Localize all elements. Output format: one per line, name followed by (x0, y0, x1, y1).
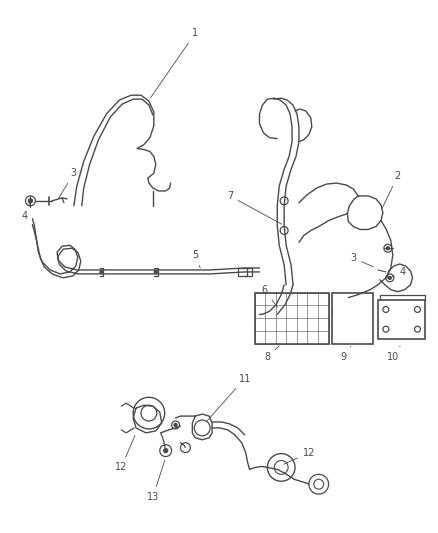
Text: 13: 13 (147, 460, 165, 502)
Circle shape (389, 277, 391, 279)
Text: 12: 12 (115, 435, 135, 472)
Text: 4: 4 (392, 267, 406, 277)
Text: 3: 3 (350, 253, 374, 267)
Text: 2: 2 (382, 171, 401, 208)
Text: 6: 6 (261, 285, 278, 307)
Text: 7: 7 (227, 191, 282, 224)
Text: 5: 5 (192, 250, 200, 268)
Circle shape (100, 270, 103, 273)
Text: 12: 12 (284, 448, 315, 464)
Circle shape (243, 270, 246, 273)
Text: 1: 1 (151, 28, 198, 98)
Text: 3: 3 (59, 168, 77, 198)
Text: 8: 8 (264, 346, 279, 362)
Circle shape (154, 270, 157, 273)
Circle shape (164, 449, 168, 453)
Circle shape (386, 247, 389, 250)
Bar (332, 293, 373, 344)
Text: 9: 9 (340, 346, 351, 362)
Text: 10: 10 (387, 346, 400, 362)
Text: 11: 11 (207, 374, 251, 421)
Bar (378, 300, 425, 339)
Circle shape (174, 424, 177, 426)
Bar (238, 268, 251, 276)
Bar (254, 293, 328, 344)
Text: 4: 4 (21, 204, 29, 221)
Circle shape (28, 199, 32, 203)
